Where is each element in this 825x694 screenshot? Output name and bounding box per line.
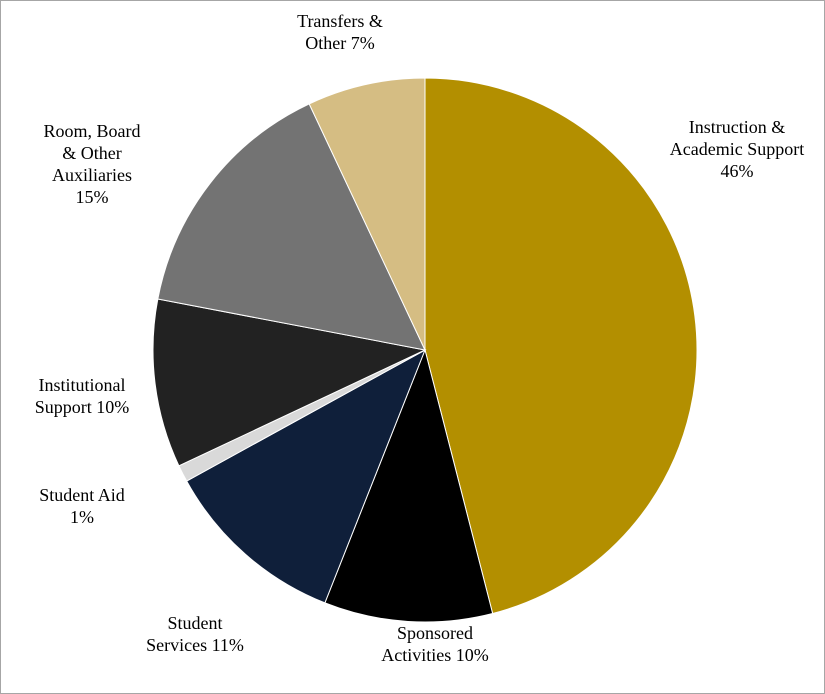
value-label: 7% <box>350 33 375 53</box>
slice-label: Room, Board & Other Auxiliaries 15% <box>36 120 148 208</box>
slice-label: Transfers & Other 7% <box>284 10 396 54</box>
pie-slice <box>152 298 427 467</box>
pie-slice <box>324 348 494 623</box>
value-label: 10% <box>96 397 130 417</box>
value-label: 10% <box>455 645 489 665</box>
pie-slice <box>185 348 426 604</box>
category-label: Sponsored Activities <box>381 623 473 665</box>
category-label: Instruction & Academic Support <box>669 117 805 159</box>
slice-label: Institutional Support 10% <box>14 374 150 418</box>
pie-slice <box>424 77 698 615</box>
slice-label: Instruction & Academic Support 46% <box>669 116 805 182</box>
category-label: Institutional Support <box>34 375 126 417</box>
category-label: Room, Board & Other Auxiliaries <box>43 121 141 185</box>
value-label: 1% <box>70 507 94 527</box>
slice-label: Student Services 11% <box>138 612 252 656</box>
value-label: 11% <box>211 635 244 655</box>
pie-slice <box>308 77 426 351</box>
pie-slice <box>157 103 426 351</box>
category-label: Transfers & Other <box>297 11 383 53</box>
category-label: Student Aid <box>39 485 125 505</box>
slice-label: Student Aid 1% <box>26 484 138 528</box>
value-label: 46% <box>720 161 754 181</box>
category-label: Student Services <box>146 613 223 655</box>
value-label: 15% <box>75 187 109 207</box>
slice-label: Sponsored Activities 10% <box>373 622 497 666</box>
